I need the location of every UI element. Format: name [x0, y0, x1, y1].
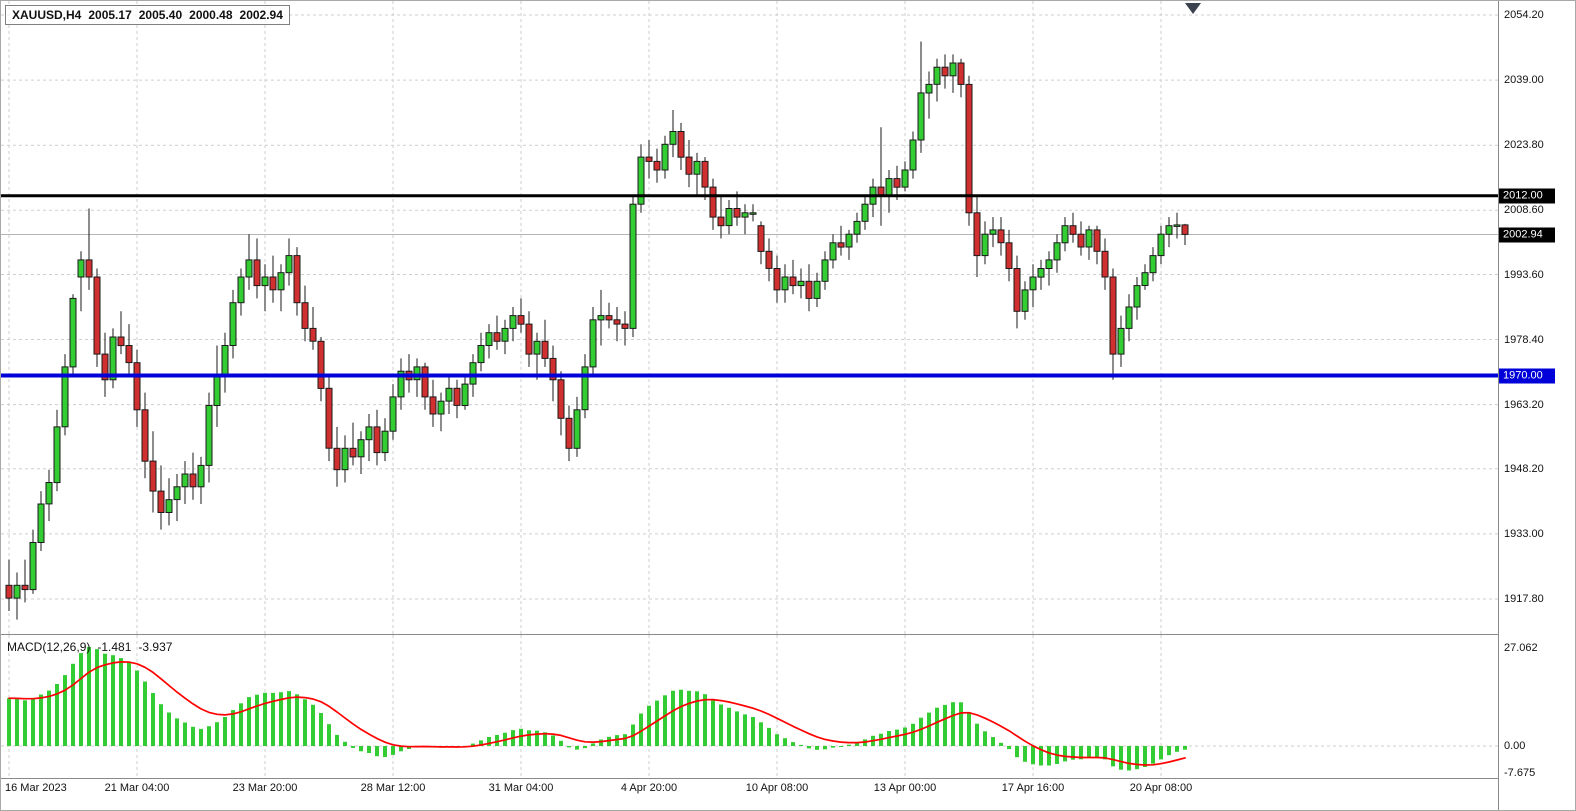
macd-grid-layer	[1, 635, 1498, 777]
close-value: 2002.94	[239, 8, 283, 22]
price-axis-label: 1993.60	[1504, 268, 1544, 281]
macd-signal-value: -3.937	[138, 640, 173, 654]
price-chart-canvas[interactable]	[1, 1, 1498, 634]
open-value: 2005.17	[88, 8, 132, 22]
time-axis-label: 4 Apr 20:00	[620, 782, 678, 794]
price-axis-label: 2039.00	[1504, 74, 1544, 87]
macd-main-value: -1.481	[97, 640, 132, 654]
macd-indicator-canvas[interactable]	[1, 635, 1498, 777]
time-axis-label: 21 Mar 04:00	[104, 782, 170, 794]
price-axis-label: 1933.00	[1504, 527, 1544, 540]
macd-histogram	[7, 647, 1187, 771]
symbol-timeframe-label: XAUUSD,H4	[12, 8, 82, 22]
time-axis-label: 16 Mar 2023	[5, 782, 67, 794]
price-axis-label: 1963.20	[1504, 398, 1544, 411]
time-axis-label: 17 Apr 16:00	[1001, 782, 1065, 794]
price-badge-2012.00: 2012.00	[1499, 188, 1555, 204]
high-value: 2005.40	[138, 8, 183, 22]
time-axis-label: 20 Apr 08:00	[1129, 782, 1193, 794]
price-axis-label: 2054.20	[1504, 9, 1544, 21]
price-axis-label: 1978.40	[1504, 333, 1544, 346]
time-axis-label: 28 Mar 12:00	[360, 782, 426, 794]
time-axis-label: 10 Apr 08:00	[745, 782, 809, 794]
candles-layer	[5, 41, 1189, 620]
macd-signal-line	[8, 661, 1186, 766]
price-badge-2002.94: 2002.94	[1499, 227, 1555, 242]
macd-axis-zero-label: 0.00	[1504, 740, 1526, 752]
panel-splitter[interactable]	[1, 634, 1575, 635]
macd-axis-min-label: -7.675	[1504, 767, 1536, 779]
low-value: 2000.48	[189, 8, 233, 22]
time-axis-divider	[1, 778, 1575, 779]
macd-axis-max-label: 27.062	[1504, 642, 1538, 654]
symbol-ohlc-header: XAUUSD,H4 2005.17 2005.40 2000.48 2002.94	[5, 5, 290, 25]
price-axis-label: 1948.20	[1504, 462, 1544, 475]
time-axis-label: 13 Apr 00:00	[873, 782, 937, 794]
price-axis-label: 1917.80	[1504, 593, 1544, 605]
chart-shift-marker-icon[interactable]	[1185, 3, 1201, 14]
macd-indicator-label: MACD(12,26,9) -1.481 -3.937	[7, 640, 179, 654]
price-axis[interactable]	[1498, 1, 1575, 810]
price-axis-label: 2023.80	[1504, 139, 1544, 152]
time-axis-label: 23 Mar 20:00	[232, 782, 298, 794]
grid-layer	[1, 1, 1498, 634]
price-axis-label: 2008.60	[1504, 204, 1544, 217]
macd-name-label: MACD(12,26,9)	[7, 640, 91, 654]
time-axis-label: 31 Mar 04:00	[488, 782, 554, 794]
price-badge-1970.00: 1970.00	[1499, 368, 1555, 383]
